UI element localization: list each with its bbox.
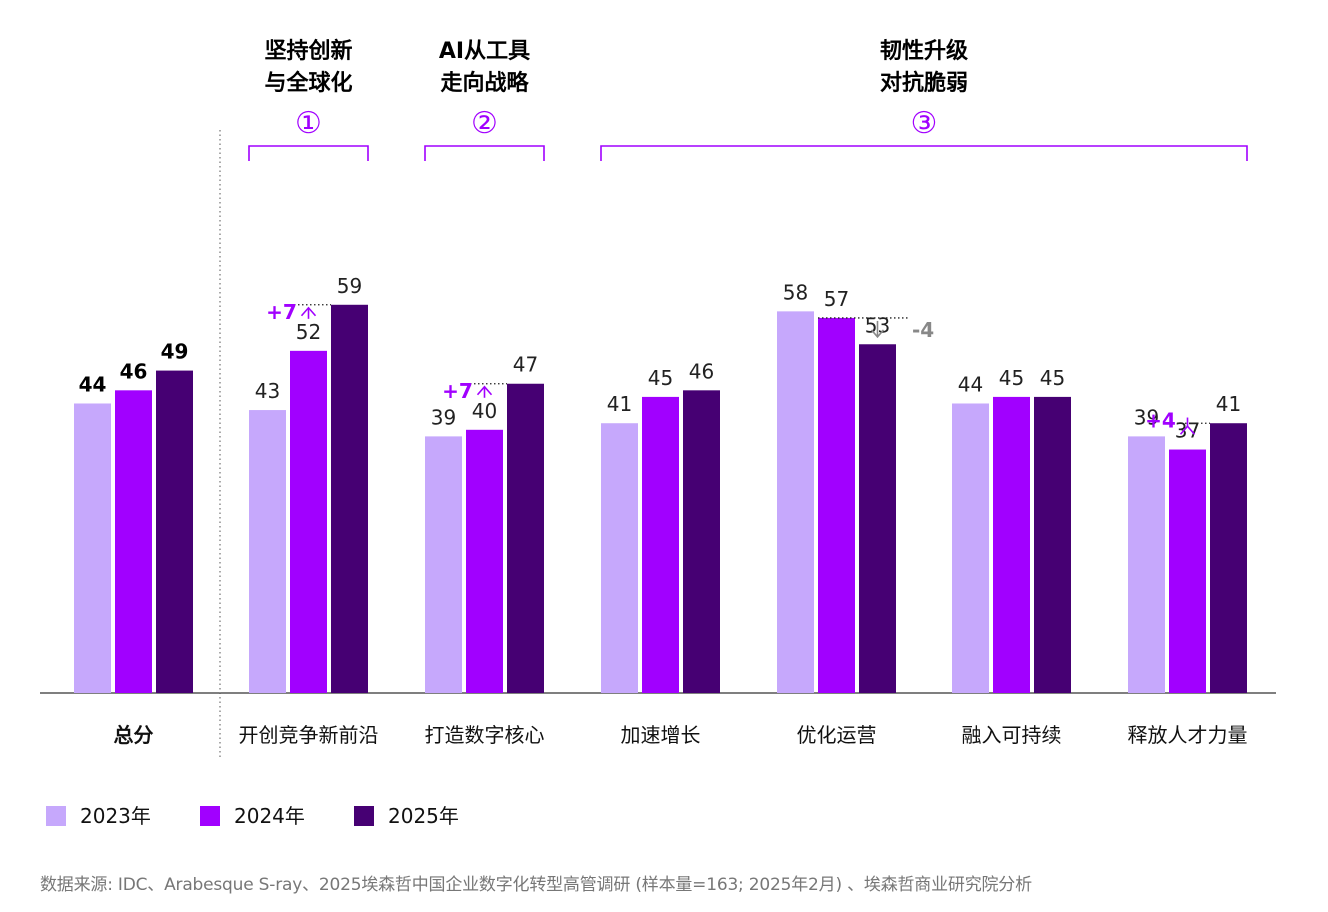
category-label-6: 释放人才力量: [1128, 723, 1248, 747]
value-label-4-1: 57: [824, 287, 849, 311]
group-title-1-line1: AI从工具: [439, 39, 530, 64]
bar-3-2: [683, 390, 720, 693]
bar-5-0: [952, 403, 989, 693]
legend-swatch-1: [200, 806, 220, 826]
group-bracket-2: [600, 145, 1248, 161]
value-label-6-2: 41: [1216, 392, 1241, 416]
value-label-2-0: 39: [431, 405, 456, 429]
bar-0-1: [115, 390, 152, 693]
value-label-2-2: 47: [513, 353, 538, 377]
value-label-4-0: 58: [783, 280, 808, 304]
bar-2-0: [425, 436, 462, 693]
annotation-arrowhead-0: [300, 306, 317, 317]
bar-2-1: [466, 429, 503, 693]
bar-6-1: [1169, 449, 1206, 693]
category-label-2: 打造数字核心: [425, 723, 545, 747]
group-number-2: ③: [911, 106, 938, 141]
annotation-label-2: -4: [912, 318, 934, 342]
legend-swatch-2: [354, 806, 374, 826]
value-label-1-0: 43: [255, 379, 280, 403]
bar-0-2: [156, 370, 193, 693]
group-title-2-line2: 对抗脆弱: [880, 70, 968, 96]
value-label-5-0: 44: [958, 372, 983, 396]
group-title-0-line2: 与全球化: [264, 70, 352, 96]
value-label-2-1: 40: [472, 399, 497, 423]
annotation-arrowhead-2: [870, 329, 885, 339]
bar-1-0: [249, 410, 286, 693]
bar-1-1: [290, 350, 327, 693]
category-label-0: 总分: [114, 723, 154, 747]
annotation-label-3: +4: [1145, 408, 1176, 432]
value-label-5-1: 45: [999, 366, 1024, 390]
bar-4-1: [818, 317, 855, 693]
bar-5-2: [1034, 396, 1071, 693]
legend-label-2: 2025年: [388, 804, 459, 828]
category-label-1: 开创竞争新前沿: [239, 723, 379, 747]
value-label-5-2: 45: [1040, 366, 1065, 390]
bar-4-0: [777, 311, 814, 693]
value-label-1-2: 59: [337, 274, 362, 298]
legend-label-1: 2024年: [234, 804, 305, 828]
group-number-1: ②: [471, 106, 498, 141]
bar-2-2: [507, 383, 544, 693]
annotation-arrowhead-1: [476, 385, 493, 396]
category-label-5: 融入可持续: [962, 723, 1062, 747]
value-label-6-0: 39: [1134, 405, 1159, 429]
legend-label-0: 2023年: [80, 804, 151, 828]
bar-1-2: [331, 304, 368, 693]
value-label-0-0: 44: [79, 372, 107, 396]
annotation-label-1: +7: [442, 379, 473, 403]
bar-3-0: [601, 423, 638, 693]
category-label-4: 优化运营: [797, 723, 877, 747]
category-label-3: 加速增长: [621, 723, 701, 747]
bar-5-1: [993, 396, 1030, 693]
value-label-3-2: 46: [689, 359, 714, 383]
value-label-0-1: 46: [120, 359, 148, 383]
value-label-0-2: 49: [161, 340, 189, 364]
value-label-3-1: 45: [648, 366, 673, 390]
group-bracket-1: [424, 145, 545, 161]
value-label-3-0: 41: [607, 392, 632, 416]
bar-4-2: [859, 344, 896, 693]
annotation-arrowhead-3: [1179, 425, 1196, 435]
bar-6-2: [1210, 423, 1247, 693]
annotation-label-0: +7: [266, 300, 297, 324]
bar-0-0: [74, 403, 111, 693]
legend-swatch-0: [46, 806, 66, 826]
data-source-note: 数据来源: IDC、Arabesque S-ray、2025埃森哲中国企业数字化…: [40, 875, 1032, 895]
group-title-1-line2: 走向战略: [440, 70, 529, 96]
bar-6-0: [1128, 436, 1165, 693]
value-label-1-1: 52: [296, 320, 321, 344]
group-number-0: ①: [295, 106, 322, 141]
bar-3-1: [642, 396, 679, 693]
group-title-2-line1: 韧性升级: [880, 38, 968, 64]
group-bracket-0: [248, 145, 369, 161]
group-title-0-line1: 坚持创新: [264, 38, 352, 64]
